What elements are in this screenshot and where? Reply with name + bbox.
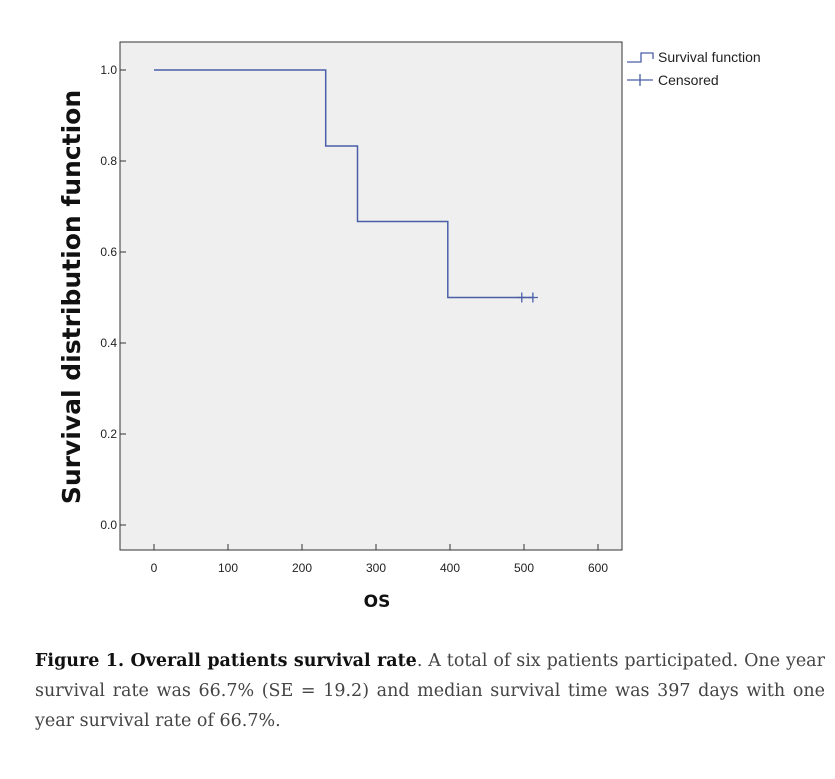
survival-chart: 0.0 0.2 0.4 0.6 0.8 1.0 0 100 200 300 400 500 600 Su… (57, 41, 761, 612)
y-tick-label: 0.0 (100, 518, 117, 532)
censored-marker (516, 292, 527, 303)
y-tick-label: 0.6 (100, 245, 117, 259)
y-tick-label: 0.2 (100, 427, 117, 441)
legend-label-survival-function: Survival function (658, 49, 761, 65)
caption-text: . A total of six patients participated. … (35, 651, 825, 731)
y-tick-label: 0.8 (100, 154, 117, 168)
series-layer (154, 69, 538, 303)
legend-item-survival-function: Survival function (627, 49, 761, 65)
x-axis-title: OS (364, 592, 391, 612)
x-tick-label: 400 (440, 561, 460, 575)
censored-marker (527, 292, 538, 303)
legend-item-censored: Censored (627, 72, 719, 88)
x-tick-label: 200 (292, 561, 312, 575)
plot-area (119, 41, 623, 551)
y-tick-label: 0.4 (100, 336, 117, 350)
survival-function-line (154, 69, 534, 299)
legend: Survival function Censored (627, 49, 761, 88)
x-tick-label: 0 (151, 561, 158, 575)
x-tick-label: 100 (218, 561, 238, 575)
x-tick-label: 500 (514, 561, 534, 575)
y-axis-title: Survival distribution function (57, 90, 86, 504)
x-tick-label: 300 (366, 561, 386, 575)
y-tick-label: 1.0 (100, 63, 117, 77)
legend-step-icon (627, 52, 654, 63)
caption-title: Figure 1. Overall patients survival rate (35, 651, 417, 671)
x-tick-label: 600 (588, 561, 608, 575)
legend-label-censored: Censored (658, 72, 719, 88)
figure-caption: Figure 1. Overall patients survival rate… (35, 646, 825, 736)
axes: 0.0 0.2 0.4 0.6 0.8 1.0 0 100 200 300 400 500 600 (100, 63, 608, 575)
